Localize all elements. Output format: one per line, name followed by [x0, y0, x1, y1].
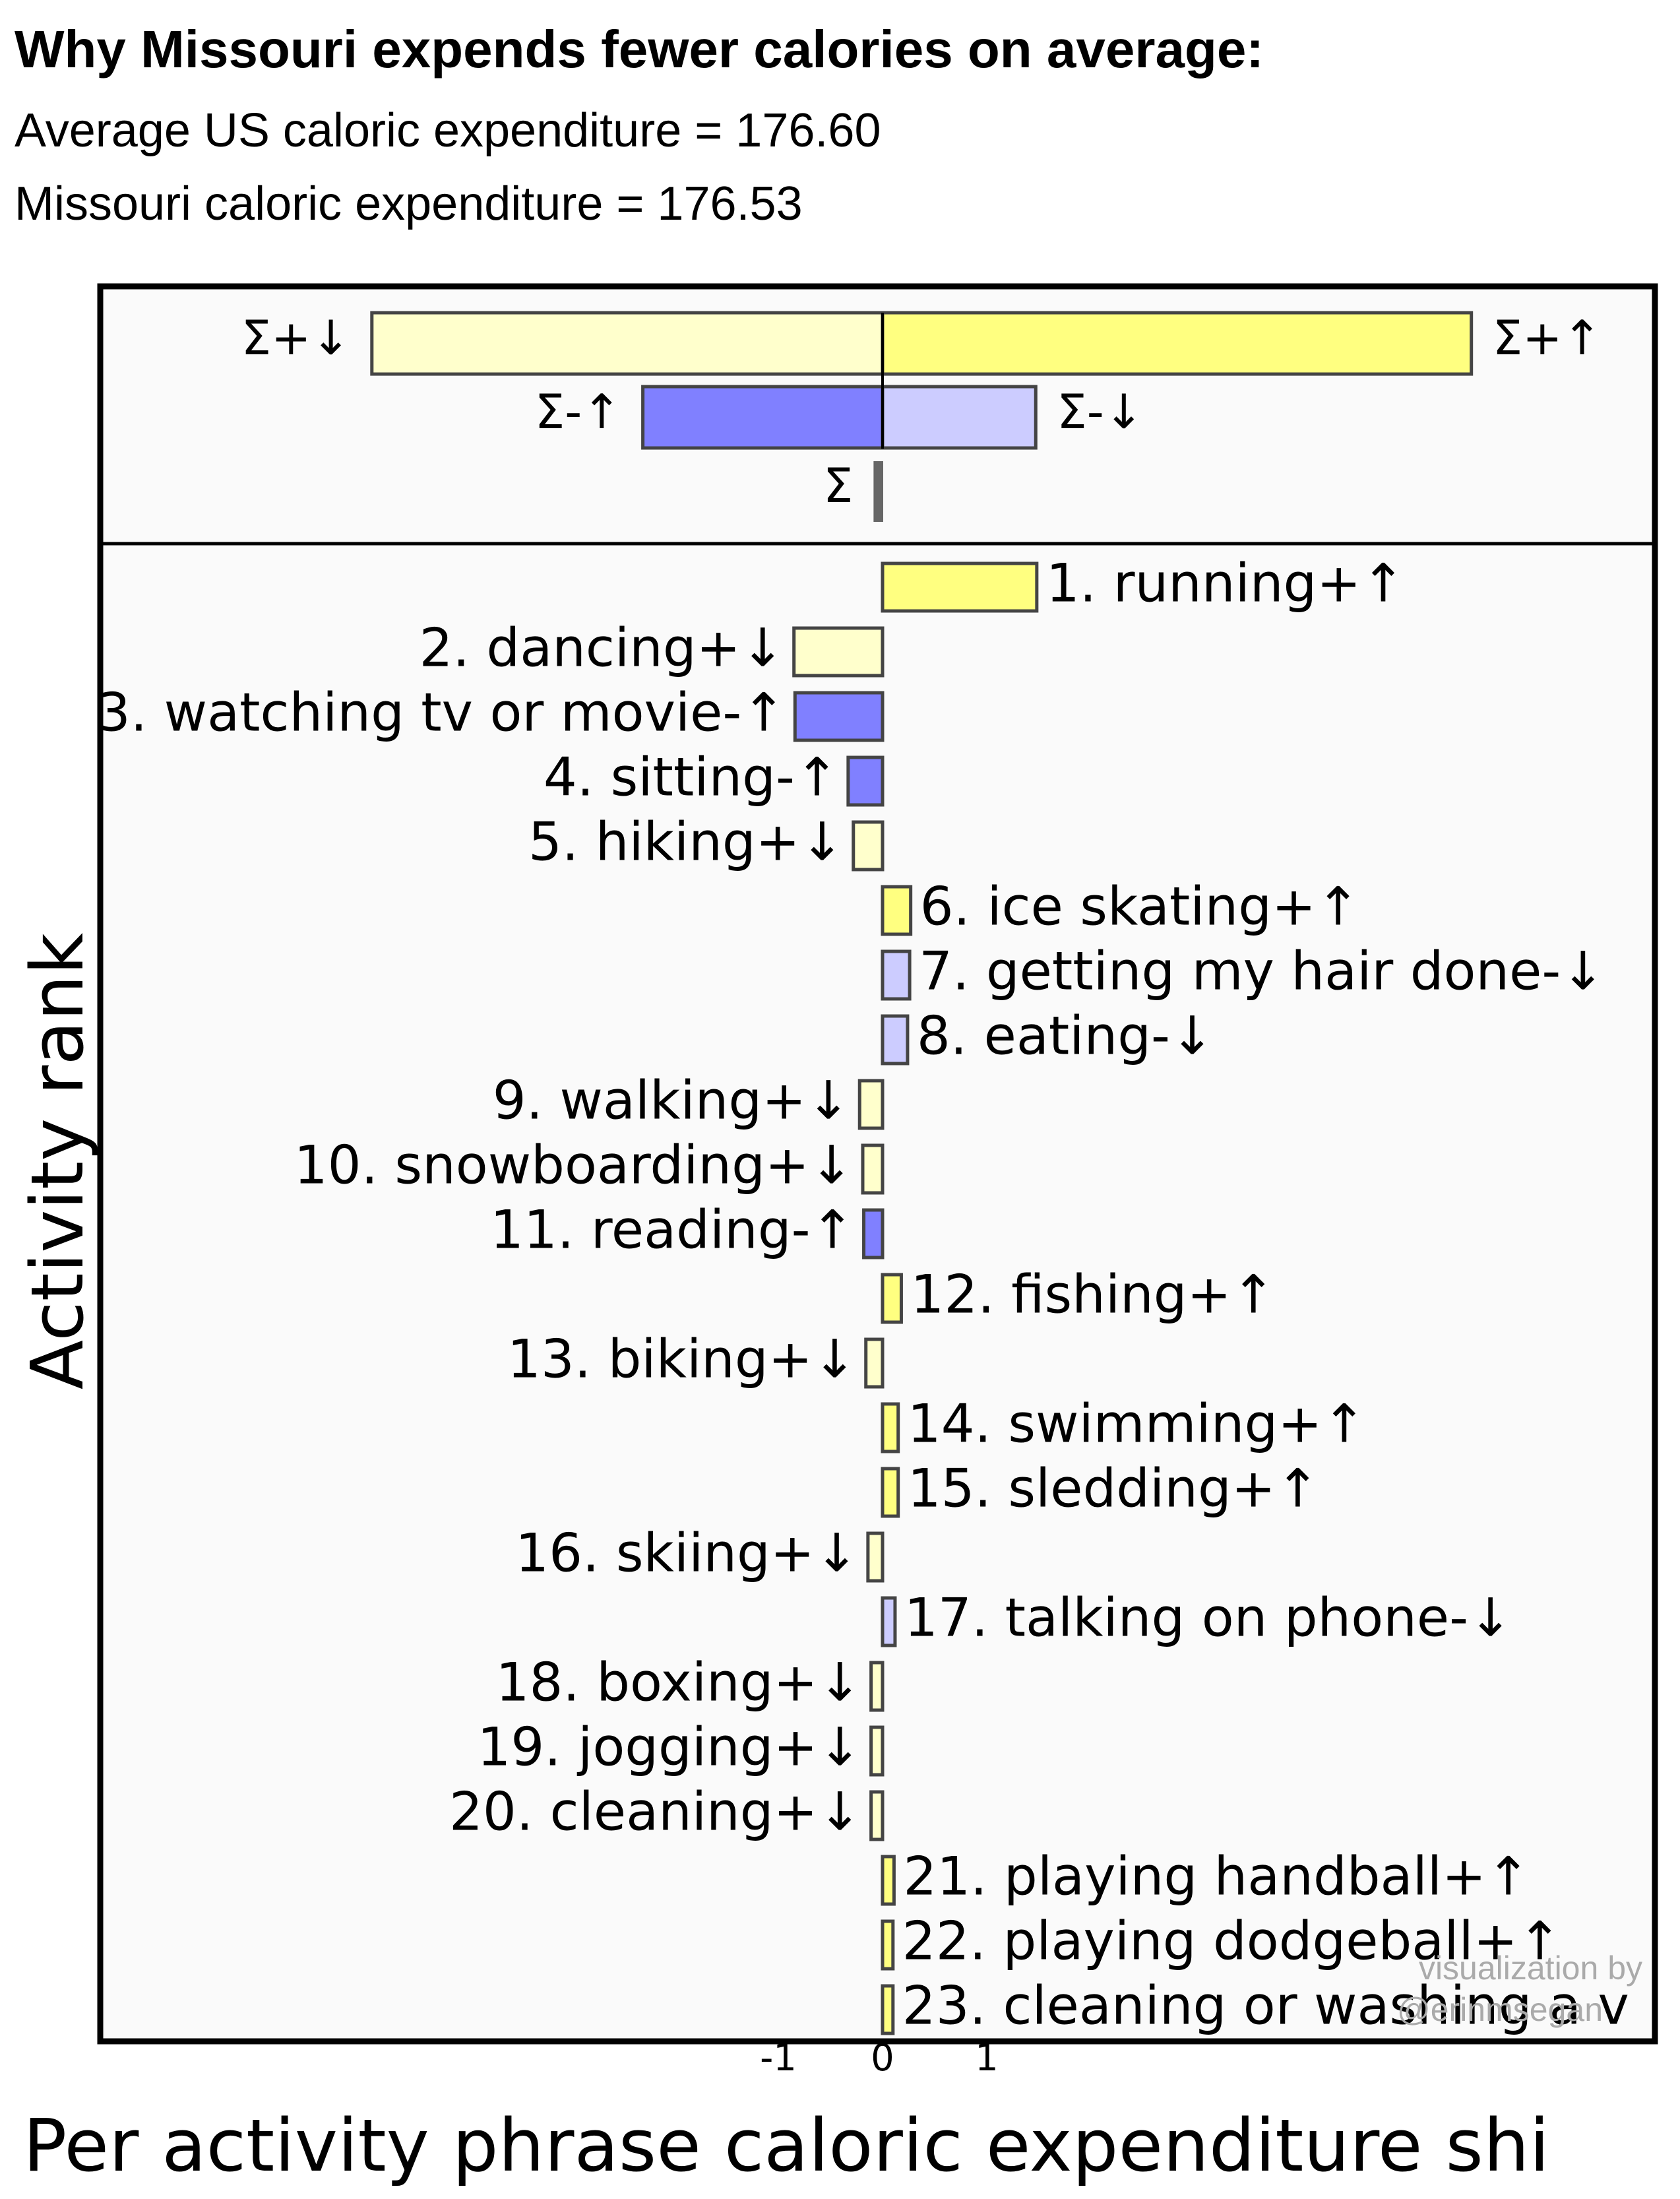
x-tick-label: 1	[975, 2037, 999, 2080]
activity-bar	[881, 1855, 896, 1906]
activity-bar	[881, 949, 912, 1001]
summary-bar	[873, 461, 883, 522]
activity-bar	[864, 1337, 885, 1389]
x-axis-label: Per activity phrase caloric expenditure …	[23, 2103, 1549, 2188]
activity-label: 18. boxing+↓	[496, 1652, 862, 1713]
activity-label: 4. sitting-↑	[544, 747, 839, 808]
y-axis-label: Activity rank	[15, 933, 100, 1390]
summary-label: Σ+↓	[241, 310, 351, 366]
activity-label: 8. eating-↓	[917, 1005, 1214, 1067]
activity-label: 23. cleaning or washing a v	[902, 1975, 1629, 2037]
activity-bar	[846, 755, 885, 807]
activity-label: 15. sledding+↑	[908, 1458, 1320, 1519]
summary-bars: Σ+↓ Σ+↑ Σ-↑ Σ-↓ Σ	[241, 310, 1602, 522]
activity-label: 14. swimming+↑	[908, 1393, 1367, 1455]
activity-bar	[881, 561, 1039, 613]
activity-bar	[881, 1596, 897, 1647]
summary-bar	[370, 311, 885, 376]
x-tick-label: 0	[871, 2037, 894, 2080]
activity-bar	[852, 820, 885, 872]
activity-bar	[881, 1402, 900, 1453]
credit-line1: visualization by	[1419, 1950, 1642, 1987]
summary-bar	[881, 385, 1038, 450]
activity-label: 12. fishing+↑	[910, 1264, 1275, 1325]
us-average-line: Average US caloric expenditure = 176.60	[15, 104, 881, 157]
x-tick-label: -1	[760, 2037, 797, 2080]
x-axis-ticks: -1 0 1	[760, 2037, 999, 2080]
activity-bar	[869, 1661, 885, 1712]
activity-bar	[869, 1790, 885, 1841]
activity-label: 19. jogging+↓	[477, 1717, 861, 1778]
activity-label: 20. cleaning+↓	[449, 1781, 862, 1843]
activity-bar	[869, 1725, 885, 1777]
chart-title: Why Missouri expends fewer calories on a…	[15, 20, 1264, 79]
activity-bar	[881, 1984, 895, 2035]
activity-bar	[866, 1531, 885, 1583]
activity-label: 9. walking+↓	[493, 1070, 851, 1131]
activity-label: 22. playing dodgeball+↑	[902, 1911, 1562, 1972]
activity-label: 7. getting my hair done-↓	[919, 941, 1605, 1002]
summary-label: Σ-↓	[1057, 384, 1144, 439]
activity-label: 10. snowboarding+↓	[294, 1135, 854, 1196]
summary-label: Σ	[823, 458, 854, 513]
activity-label: 3. watching tv or movie-↑	[97, 682, 786, 744]
activity-bars: 1. running+↑ 2. dancing+↓3. watching tv o…	[97, 553, 1629, 2037]
credit-line2: @erinmsegan	[1397, 1991, 1603, 2028]
activity-bar	[881, 885, 913, 936]
plot-frame	[97, 283, 1658, 2045]
activity-label: 13. biking+↓	[507, 1329, 857, 1390]
missouri-line: Missouri caloric expenditure = 176.53	[15, 177, 803, 230]
summary-bar	[641, 385, 885, 450]
activity-label: 16. skiing+↓	[515, 1523, 859, 1584]
activity-bar	[861, 1143, 885, 1195]
activity-bar	[881, 1014, 910, 1066]
activity-bar	[857, 1079, 885, 1130]
activity-label: 1. running+↑	[1046, 553, 1406, 614]
activity-bar	[793, 691, 885, 742]
activity-label: 17. talking on phone-↓	[904, 1587, 1512, 1649]
summary-bar	[881, 311, 1474, 376]
activity-label: 6. ice skating+↑	[920, 876, 1360, 938]
activity-bar	[881, 1273, 903, 1324]
activity-bar	[881, 1919, 895, 1971]
activity-bar	[862, 1208, 885, 1259]
activity-label: 5. hiking+↓	[528, 812, 844, 873]
activity-label: 21. playing handball+↑	[903, 1846, 1530, 1907]
summary-label: Σ+↑	[1493, 310, 1602, 366]
activity-bar	[792, 626, 885, 678]
summary-label: Σ-↑	[535, 384, 622, 439]
activity-label: 11. reading-↑	[490, 1199, 854, 1261]
activity-bar	[881, 1467, 900, 1518]
activity-label: 2. dancing+↓	[420, 618, 785, 679]
